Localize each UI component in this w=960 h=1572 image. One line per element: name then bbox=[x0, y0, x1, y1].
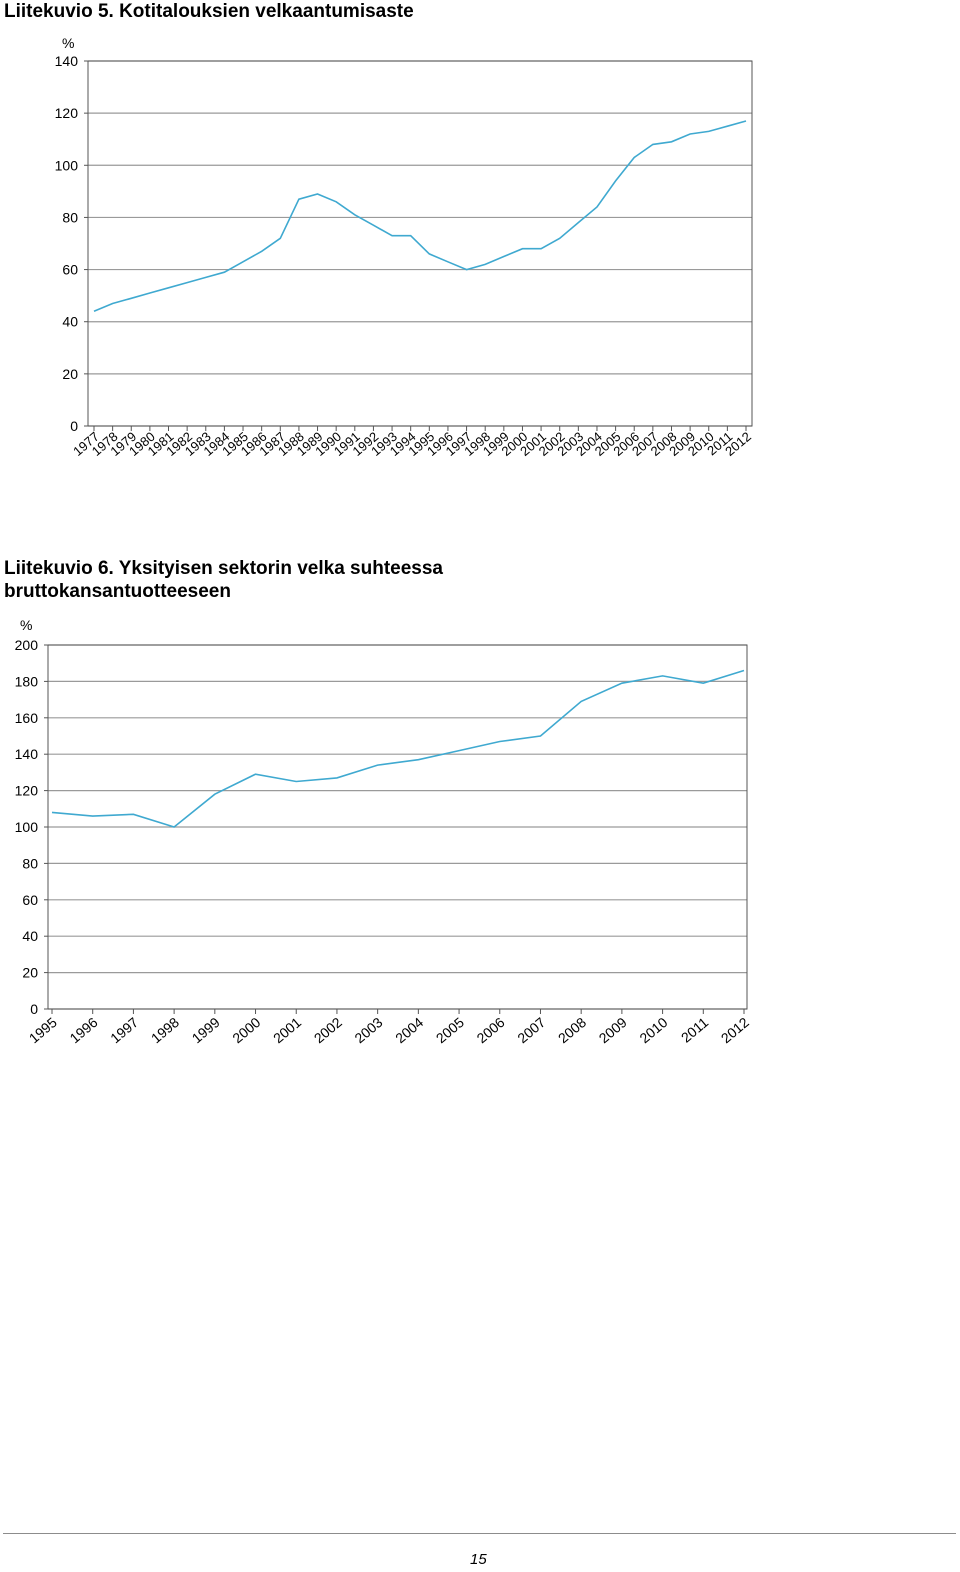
x-axis: 1977197819791980198119821983198419851986… bbox=[70, 426, 754, 459]
y-tick-label-80: 80 bbox=[22, 855, 38, 871]
y-axis: 0 20 40 60 80 100 120 140 bbox=[55, 53, 79, 434]
y-tick-label-180: 180 bbox=[15, 673, 39, 689]
y-tick-label-40: 40 bbox=[62, 314, 78, 330]
x-tick-label-2006: 2006 bbox=[474, 1014, 508, 1046]
y-tick-label-140: 140 bbox=[15, 746, 39, 762]
x-tick-label-1999: 1999 bbox=[189, 1014, 223, 1046]
y-axis: 0 20 40 60 80 100 120 140 160 180 200 bbox=[15, 637, 39, 1017]
page-number: 15 bbox=[470, 1551, 487, 1568]
y-tick-label-20: 20 bbox=[62, 366, 78, 382]
y-tick-label-80: 80 bbox=[62, 209, 78, 225]
x-tick-label-2005: 2005 bbox=[433, 1014, 467, 1046]
private-debt-series-line bbox=[51, 669, 745, 828]
x-tick-label-2003: 2003 bbox=[351, 1014, 385, 1046]
plot-frame bbox=[47, 644, 748, 1010]
y-tick-label-100: 100 bbox=[55, 157, 79, 173]
footer-divider bbox=[3, 1533, 956, 1534]
y-tick-label-0: 0 bbox=[70, 418, 78, 434]
y-tick-label-40: 40 bbox=[22, 928, 38, 944]
y-tick-label-120: 120 bbox=[55, 105, 79, 121]
x-tick-label-2004: 2004 bbox=[392, 1014, 426, 1046]
x-tick-label-2002: 2002 bbox=[311, 1014, 345, 1046]
x-tick-label-2011: 2011 bbox=[678, 1014, 712, 1046]
x-tick-label-2010: 2010 bbox=[636, 1014, 670, 1046]
y-tick-label-100: 100 bbox=[15, 819, 39, 835]
household-debt-chart: % 0 20 40 60 80 100 120 140 1977197819791980198… bbox=[55, 35, 754, 459]
plot-frame bbox=[87, 60, 753, 427]
x-tick-label-2001: 2001 bbox=[270, 1014, 304, 1046]
y-tick-label-0: 0 bbox=[30, 1001, 38, 1017]
x-tick-label-2012: 2012 bbox=[718, 1014, 752, 1046]
debt-ratio-series-line bbox=[93, 120, 747, 313]
y-tick-label-160: 160 bbox=[15, 710, 39, 726]
y-tick-label-60: 60 bbox=[22, 892, 38, 908]
x-tick-label-2007: 2007 bbox=[514, 1014, 548, 1046]
y-tick-label-20: 20 bbox=[22, 965, 38, 981]
y-tick-label-120: 120 bbox=[15, 783, 39, 799]
grid bbox=[44, 644, 747, 1010]
x-tick-label-2008: 2008 bbox=[555, 1014, 589, 1046]
figure-5-caption: Liitekuvio 5. Kotitalouksien velkaantumi… bbox=[4, 1, 414, 22]
y-unit-label: % bbox=[62, 35, 74, 51]
x-tick-label-2009: 2009 bbox=[596, 1014, 630, 1046]
figure-6-caption: Liitekuvio 6. Yksityisen sektorin velka … bbox=[4, 558, 443, 602]
y-tick-label-60: 60 bbox=[62, 262, 78, 278]
y-unit-label: % bbox=[20, 617, 32, 633]
x-tick-label-1995: 1995 bbox=[26, 1014, 60, 1046]
y-tick-label-200: 200 bbox=[15, 637, 39, 653]
x-tick-label-1998: 1998 bbox=[148, 1014, 182, 1046]
x-tick-label-1996: 1996 bbox=[66, 1014, 100, 1046]
x-tick-label-1997: 1997 bbox=[107, 1014, 141, 1046]
x-tick-label-2000: 2000 bbox=[229, 1014, 263, 1046]
y-tick-label-140: 140 bbox=[55, 53, 79, 69]
x-axis: 1995 1996 1997 1998 1999 2000 2001 2002 2003 2004… bbox=[26, 1009, 752, 1046]
